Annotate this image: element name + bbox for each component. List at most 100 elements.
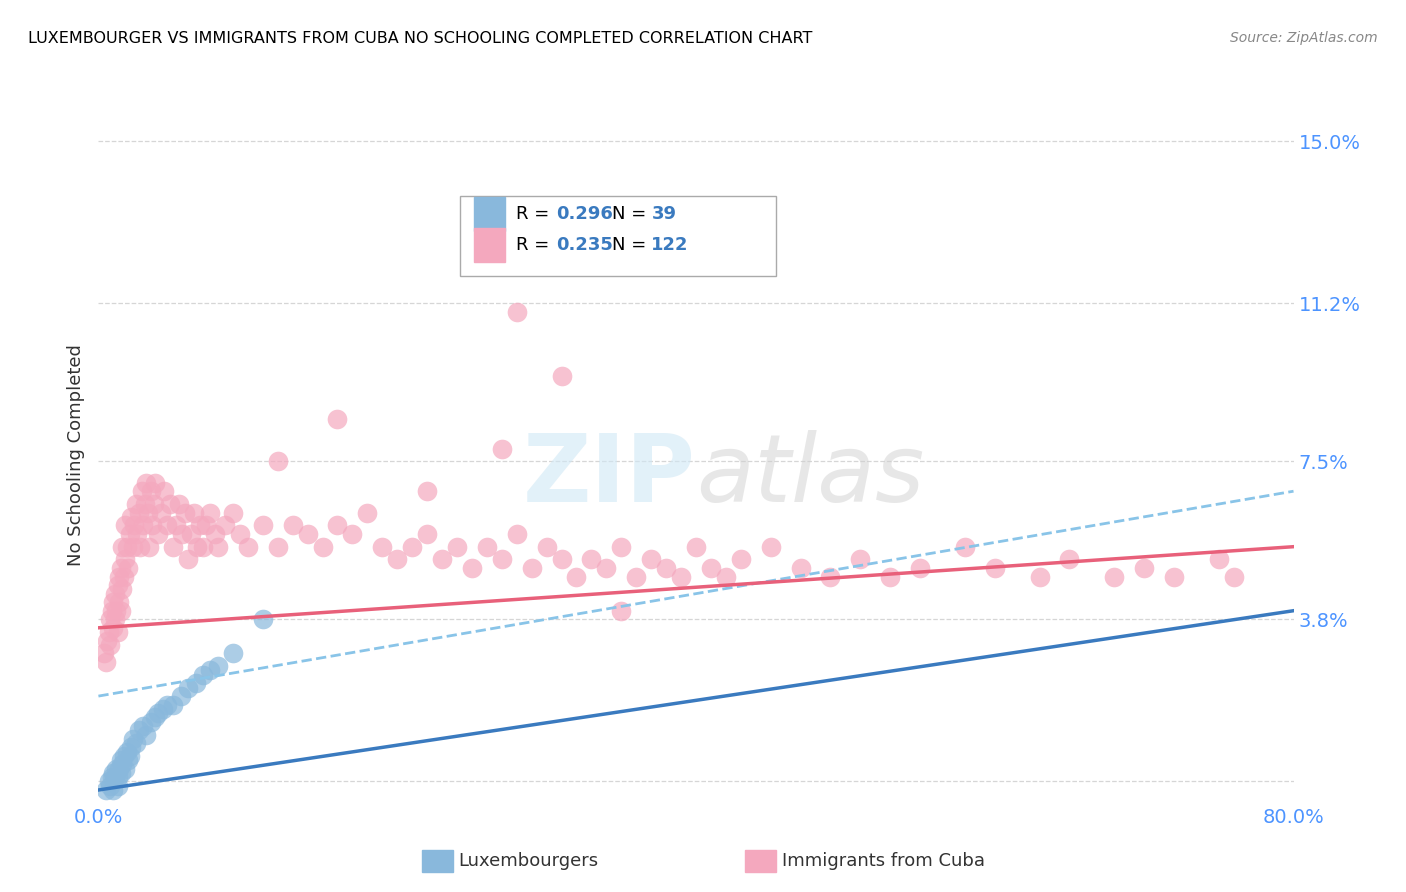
Point xyxy=(135,475,157,490)
Point xyxy=(107,578,129,592)
Point xyxy=(475,540,498,554)
Point xyxy=(121,540,143,554)
Text: R =: R = xyxy=(516,205,555,223)
Point xyxy=(103,621,125,635)
Point xyxy=(1104,569,1126,583)
Point xyxy=(214,518,236,533)
Point xyxy=(103,595,125,609)
Point xyxy=(229,527,252,541)
Point xyxy=(103,783,125,797)
Point xyxy=(700,561,723,575)
Point xyxy=(1059,552,1081,566)
Point xyxy=(177,681,200,695)
Point xyxy=(159,497,181,511)
Point xyxy=(983,561,1005,575)
Point xyxy=(131,484,153,499)
Point xyxy=(236,540,259,554)
Point xyxy=(134,497,156,511)
Point xyxy=(120,509,142,524)
Point xyxy=(183,506,205,520)
Text: 39: 39 xyxy=(651,205,676,223)
Point xyxy=(115,540,138,554)
Point xyxy=(139,484,162,499)
Point xyxy=(222,647,245,661)
Point xyxy=(148,706,170,721)
Point xyxy=(267,540,290,554)
Point xyxy=(143,710,166,724)
Point xyxy=(879,569,901,583)
Text: LUXEMBOURGER VS IMMIGRANTS FROM CUBA NO SCHOOLING COMPLETED CORRELATION CHART: LUXEMBOURGER VS IMMIGRANTS FROM CUBA NO … xyxy=(28,31,813,46)
Point xyxy=(165,518,187,533)
Text: Immigrants from Cuba: Immigrants from Cuba xyxy=(782,852,984,870)
Point xyxy=(94,655,117,669)
Point xyxy=(103,766,125,780)
Point xyxy=(124,518,146,533)
Point xyxy=(180,527,202,541)
Point xyxy=(128,723,150,738)
Point xyxy=(112,569,135,583)
Point xyxy=(152,702,174,716)
Point xyxy=(153,484,176,499)
Point xyxy=(789,561,811,575)
Point xyxy=(107,625,129,640)
Point xyxy=(281,518,304,533)
Point xyxy=(506,305,529,319)
Point xyxy=(117,753,139,767)
Point xyxy=(730,552,752,566)
Point xyxy=(111,540,134,554)
Point xyxy=(112,748,135,763)
Point xyxy=(1133,561,1156,575)
Point xyxy=(132,518,155,533)
Point xyxy=(177,552,200,566)
Point xyxy=(200,664,222,678)
Point xyxy=(640,552,662,566)
Point xyxy=(624,569,647,583)
Point xyxy=(162,540,184,554)
Point xyxy=(93,647,115,661)
Point xyxy=(114,518,136,533)
Point xyxy=(759,540,782,554)
Point xyxy=(120,740,142,755)
Point xyxy=(156,698,179,712)
Point xyxy=(565,569,588,583)
Point xyxy=(200,506,222,520)
Point xyxy=(267,454,290,468)
Point xyxy=(150,506,173,520)
Point xyxy=(204,527,226,541)
Point xyxy=(174,506,197,520)
Point xyxy=(121,731,143,746)
Point xyxy=(128,506,150,520)
Point xyxy=(111,582,134,597)
Point xyxy=(311,540,333,554)
Point xyxy=(191,540,214,554)
Point xyxy=(1028,569,1050,583)
Point xyxy=(125,497,148,511)
Point xyxy=(655,561,678,575)
Point xyxy=(105,604,128,618)
Point xyxy=(104,612,127,626)
Point xyxy=(416,527,439,541)
Point xyxy=(1163,569,1185,583)
Point xyxy=(114,762,136,776)
Point xyxy=(461,561,484,575)
Point xyxy=(139,714,162,729)
Point xyxy=(104,770,127,784)
Point xyxy=(129,540,152,554)
Point xyxy=(186,540,208,554)
Point xyxy=(118,748,141,763)
Point xyxy=(669,569,692,583)
Point xyxy=(136,506,159,520)
Point xyxy=(138,540,160,554)
Point xyxy=(96,633,118,648)
Point xyxy=(118,527,141,541)
Point xyxy=(536,540,558,554)
Point xyxy=(125,736,148,750)
Point xyxy=(491,442,513,456)
Point xyxy=(207,659,229,673)
Point xyxy=(172,527,194,541)
Point xyxy=(110,604,132,618)
Point xyxy=(595,561,617,575)
Point xyxy=(401,540,423,554)
Point xyxy=(110,561,132,575)
Point xyxy=(252,518,274,533)
